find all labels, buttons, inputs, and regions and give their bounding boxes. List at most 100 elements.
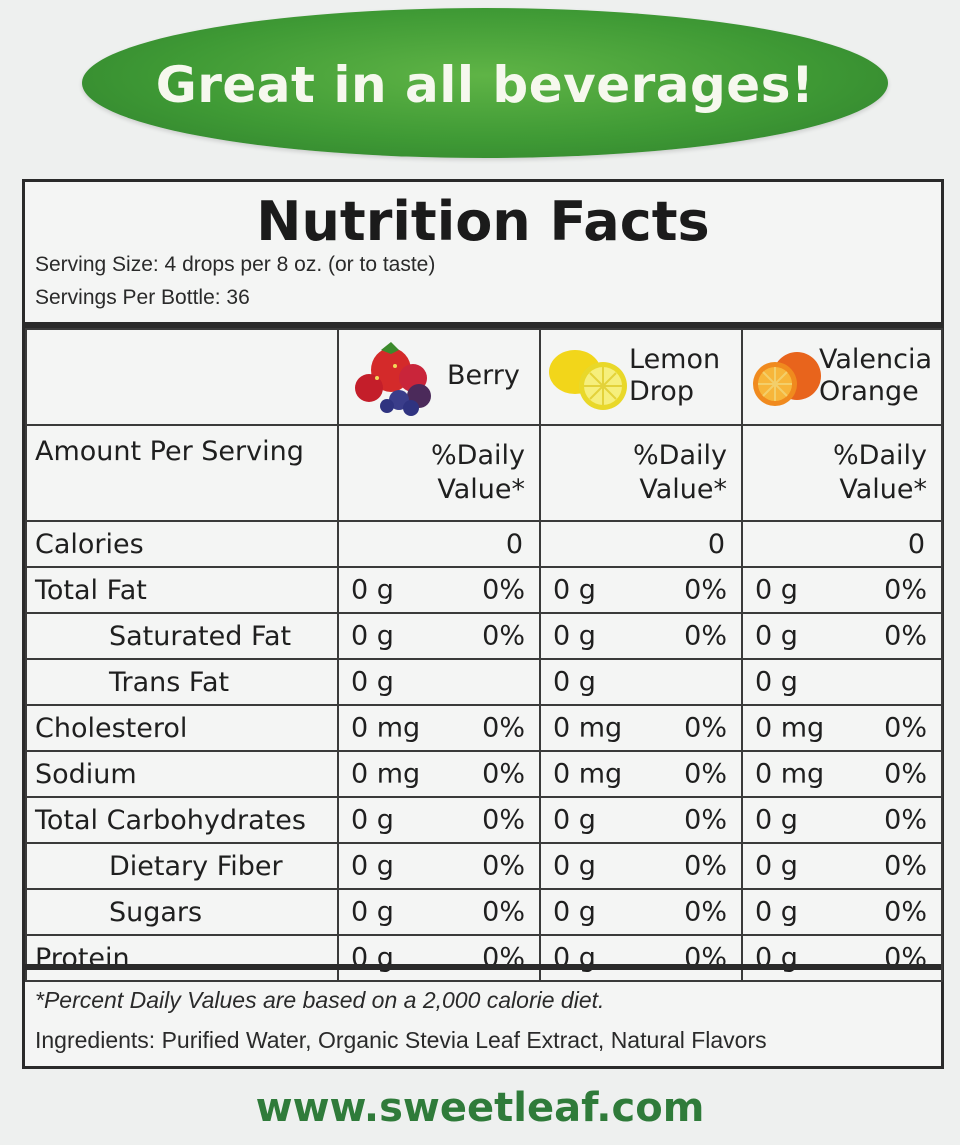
percent-value: 0% bbox=[482, 712, 525, 744]
percent-value: 0% bbox=[684, 574, 727, 606]
amount-value: 0 g bbox=[553, 666, 596, 698]
empty-header-cell bbox=[25, 328, 339, 426]
row-label: Saturated Fat bbox=[25, 612, 339, 660]
amount-value: 0 g bbox=[553, 896, 596, 928]
flavor-value-cell: 0 g 0% bbox=[337, 566, 541, 614]
flavor-value-cell: 0 g bbox=[539, 658, 743, 706]
daily-value-header-row: Amount Per Serving %Daily Value* %Daily Va… bbox=[25, 424, 943, 522]
percent-value: 0% bbox=[884, 850, 927, 882]
berries-icon bbox=[355, 342, 431, 416]
flavor-value-cell: 0 g 0% bbox=[539, 796, 743, 844]
flavor-name: Berry bbox=[447, 360, 520, 391]
flavor-berry: Berry bbox=[337, 328, 541, 426]
nutrient-row: Cholesterol 0 mg 0% 0 mg 0% 0 mg 0% bbox=[25, 704, 943, 752]
flavor-value-cell: 0 mg 0% bbox=[539, 704, 743, 752]
flavor-value-cell: 0 g 0% bbox=[741, 796, 943, 844]
percent-value: 0% bbox=[684, 896, 727, 928]
flavor-value-cell: 0 g 0% bbox=[539, 934, 743, 982]
flavor-value-cell: 0 mg 0% bbox=[741, 704, 943, 752]
percent-value: 0% bbox=[884, 712, 927, 744]
percent-value: 0% bbox=[884, 620, 927, 652]
nutrient-row: Total Carbohydrates 0 g 0% 0 g 0% 0 g 0% bbox=[25, 796, 943, 844]
row-label: Protein bbox=[25, 934, 339, 982]
flavor-name-line2: Orange bbox=[819, 376, 919, 407]
website-url: www.sweetleaf.com bbox=[255, 1085, 705, 1131]
amount-value: 0 g bbox=[553, 804, 596, 836]
flavor-value-cell: 0 g 0% bbox=[337, 888, 541, 936]
row-label: Total Carbohydrates bbox=[25, 796, 339, 844]
flavor-name-line1: Lemon bbox=[629, 344, 721, 375]
amount-value: 0 g bbox=[351, 896, 394, 928]
percent-value: 0% bbox=[884, 804, 927, 836]
amount-value: 0 g bbox=[553, 574, 596, 606]
flavor-value-cell: 0 g 0% bbox=[337, 796, 541, 844]
amount-value: 0 g bbox=[553, 620, 596, 652]
flavor-value-cell: 0 g 0% bbox=[337, 934, 541, 982]
calories-value: 0 bbox=[337, 520, 541, 568]
flavor-lemon-drop: Lemon Drop bbox=[539, 328, 743, 426]
nutrient-row: Total Fat 0 g 0% 0 g 0% 0 g 0% bbox=[25, 566, 943, 614]
servings-per-bottle: Servings Per Bottle: 36 bbox=[35, 286, 250, 309]
daily-value-header: %Daily Value* bbox=[741, 424, 943, 522]
amount-value: 0 mg bbox=[351, 712, 421, 744]
banner-text: Great in all beverages! bbox=[155, 56, 815, 114]
flavor-value-cell: 0 g 0% bbox=[741, 934, 943, 982]
amount-value: 0 mg bbox=[755, 758, 825, 790]
flavor-value-cell: 0 g 0% bbox=[337, 842, 541, 890]
row-label: Trans Fat bbox=[25, 658, 339, 706]
flavor-value-cell: 0 mg 0% bbox=[741, 750, 943, 798]
flavor-valencia-orange: Valencia Orange bbox=[741, 328, 943, 426]
row-label: Total Fat bbox=[25, 566, 339, 614]
percent-value: 0% bbox=[482, 574, 525, 606]
percent-value: 0% bbox=[884, 758, 927, 790]
nutrient-row: Dietary Fiber 0 g 0% 0 g 0% 0 g 0% bbox=[25, 842, 943, 890]
amount-value: 0 g bbox=[755, 896, 798, 928]
amount-value: 0 g bbox=[755, 620, 798, 652]
amount-value: 0 mg bbox=[755, 712, 825, 744]
flavor-name-line1: Valencia bbox=[819, 344, 933, 375]
flavor-value-cell: 0 g 0% bbox=[539, 842, 743, 890]
section-divider bbox=[25, 322, 941, 328]
flavor-value-cell: 0 g 0% bbox=[539, 566, 743, 614]
nutrient-row: Sugars 0 g 0% 0 g 0% 0 g 0% bbox=[25, 888, 943, 936]
calories-value: 0 bbox=[539, 520, 743, 568]
percent-value: 0% bbox=[482, 804, 525, 836]
dv-line2: Value* bbox=[639, 474, 727, 505]
dv-line2: Value* bbox=[437, 474, 525, 505]
percent-value: 0% bbox=[684, 804, 727, 836]
dv-line1: %Daily bbox=[633, 440, 727, 471]
amount-value: 0 g bbox=[755, 666, 798, 698]
nutrient-rows: Total Fat 0 g 0% 0 g 0% 0 g 0% Saturated Fat 0 g… bbox=[25, 566, 943, 982]
dv-line1: %Daily bbox=[431, 440, 525, 471]
amount-value: 0 g bbox=[553, 850, 596, 882]
orange-icon bbox=[753, 352, 821, 406]
footer-divider bbox=[25, 964, 941, 970]
nutrition-table: Berry Lemon Drop Valenci bbox=[25, 328, 943, 982]
nutrition-facts-panel: Nutrition Facts Serving Size: 4 drops pe… bbox=[22, 179, 944, 1069]
daily-value-header: %Daily Value* bbox=[539, 424, 743, 522]
percent-value: 0% bbox=[482, 758, 525, 790]
daily-value-header: %Daily Value* bbox=[337, 424, 541, 522]
flavor-value-cell: 0 g bbox=[741, 658, 943, 706]
percent-value: 0% bbox=[482, 620, 525, 652]
nutrient-row: Protein 0 g 0% 0 g 0% 0 g 0% bbox=[25, 934, 943, 982]
percent-value: 0% bbox=[884, 574, 927, 606]
panel-title: Nutrition Facts bbox=[256, 190, 710, 253]
flavor-header-row: Berry Lemon Drop Valenci bbox=[25, 328, 943, 426]
flavor-value-cell: 0 g 0% bbox=[741, 566, 943, 614]
percent-value: 0% bbox=[482, 896, 525, 928]
amount-value: 0 g bbox=[755, 850, 798, 882]
nutrient-row: Sodium 0 mg 0% 0 mg 0% 0 mg 0% bbox=[25, 750, 943, 798]
flavor-name-line2: Drop bbox=[629, 376, 694, 407]
row-label: Dietary Fiber bbox=[25, 842, 339, 890]
percent-value: 0% bbox=[684, 758, 727, 790]
row-label: Sugars bbox=[25, 888, 339, 936]
flavor-value-cell: 0 g 0% bbox=[337, 612, 541, 660]
serving-size: Serving Size: 4 drops per 8 oz. (or to t… bbox=[35, 253, 436, 276]
percent-value: 0% bbox=[884, 896, 927, 928]
dv-line2: Value* bbox=[839, 474, 927, 505]
amount-value: 0 g bbox=[755, 574, 798, 606]
flavor-value-cell: 0 g 0% bbox=[741, 612, 943, 660]
flavor-value-cell: 0 mg 0% bbox=[539, 750, 743, 798]
percent-value: 0% bbox=[684, 712, 727, 744]
